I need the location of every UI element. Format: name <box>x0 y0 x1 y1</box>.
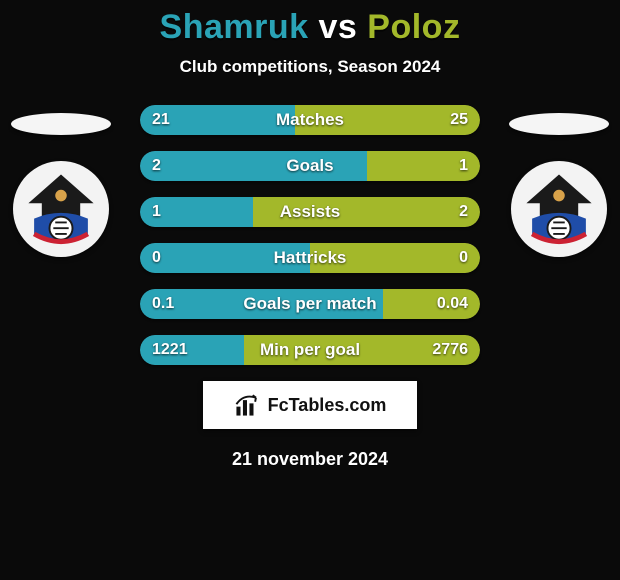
title-vs: vs <box>319 8 358 46</box>
stat-row: 0.10.04Goals per match <box>140 289 480 319</box>
title-player-right: Poloz <box>367 8 460 46</box>
stat-fill-right <box>383 289 480 319</box>
stat-row: 12Assists <box>140 197 480 227</box>
stat-fill-right <box>295 105 480 135</box>
team-crest-left <box>13 161 109 257</box>
page-title: Shamruk vs Poloz <box>0 8 620 47</box>
stat-fill-left <box>140 151 367 181</box>
stat-bars: 2125Matches 21Goals 12Assists 00Hattricks 0.… <box>140 105 480 365</box>
placeholder-oval-right <box>509 113 609 135</box>
content-area: 2125Matches 21Goals 12Assists 00Hattricks 0.… <box>0 105 620 470</box>
placeholder-oval-left <box>11 113 111 135</box>
side-col-left <box>6 105 116 257</box>
stat-row: 12212776Min per goal <box>140 335 480 365</box>
stat-fill-left <box>140 105 295 135</box>
subtitle: Club competitions, Season 2024 <box>0 57 620 77</box>
fctables-bars-mark-icon <box>234 392 260 418</box>
stat-row: 00Hattricks <box>140 243 480 273</box>
stat-fill-left <box>140 289 383 319</box>
stat-row: 21Goals <box>140 151 480 181</box>
stat-fill-left <box>140 335 244 365</box>
stat-fill-right <box>244 335 480 365</box>
stat-fill-right <box>310 243 480 273</box>
title-player-left: Shamruk <box>160 8 309 46</box>
brand-badge: FcTables.com <box>203 381 417 429</box>
stat-row: 2125Matches <box>140 105 480 135</box>
infographic-root: Shamruk vs Poloz Club competitions, Seas… <box>0 0 620 580</box>
stat-fill-right <box>253 197 480 227</box>
stat-fill-left <box>140 243 310 273</box>
brand-text: FcTables.com <box>268 395 387 416</box>
team-crest-eagle-ball-icon <box>511 161 607 257</box>
team-crest-eagle-ball-icon <box>13 161 109 257</box>
footer-date: 21 november 2024 <box>0 449 620 470</box>
side-col-right <box>504 105 614 257</box>
stat-fill-right <box>367 151 480 181</box>
team-crest-right <box>511 161 607 257</box>
stat-fill-left <box>140 197 253 227</box>
